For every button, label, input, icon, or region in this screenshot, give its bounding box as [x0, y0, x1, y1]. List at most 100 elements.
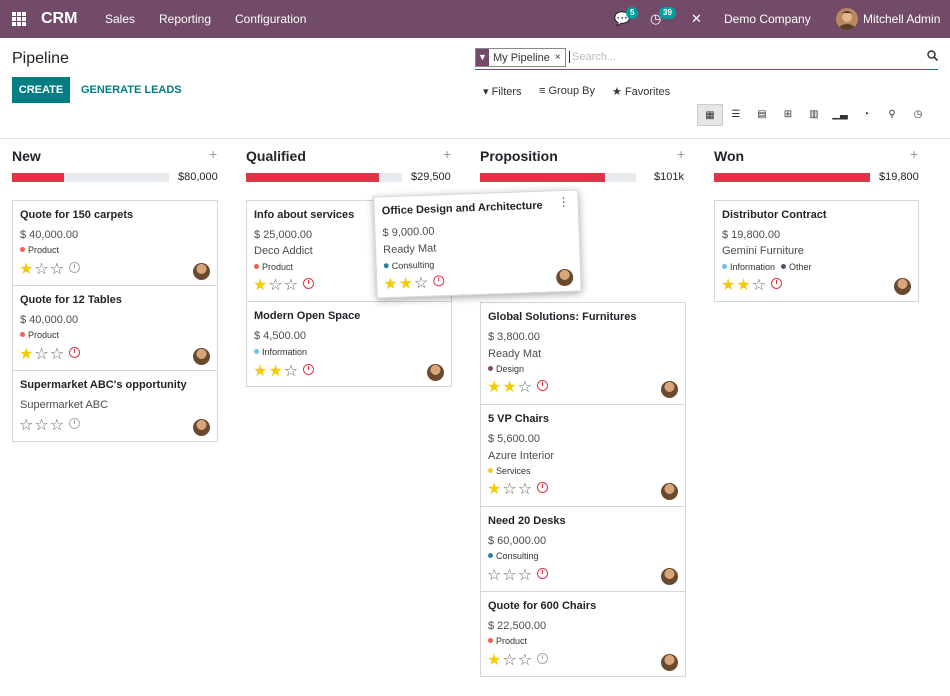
cohort-view-icon[interactable]: ▁▃ — [832, 109, 848, 120]
lead-card[interactable]: Global Solutions: Furnitures $ 3,800.00 … — [480, 302, 686, 405]
activity-view-icon[interactable]: ◷ — [913, 109, 923, 120]
dashboard-view-icon[interactable]: ◔ — [862, 109, 870, 120]
activity-clock-icon[interactable] — [771, 278, 783, 290]
lead-partner: Ready Mat — [488, 348, 542, 360]
activity-clock-icon[interactable] — [537, 568, 549, 580]
priority-stars[interactable]: ★☆☆ — [253, 278, 315, 294]
tag-color-dot — [254, 264, 259, 270]
lead-name: Quote for 150 carpets — [20, 209, 134, 221]
activity-clock-icon[interactable] — [537, 482, 549, 494]
priority-stars[interactable]: ★☆☆ — [487, 653, 549, 669]
activity-clock-icon[interactable]: ◷ — [650, 11, 662, 26]
column-title-new[interactable]: New — [12, 148, 41, 164]
tag: Consulting — [488, 551, 539, 561]
apps-menu-icon[interactable] — [12, 12, 26, 26]
lead-tags: Information — [254, 347, 307, 357]
lead-name: 5 VP Chairs — [488, 413, 549, 425]
facet-remove-icon[interactable]: × — [554, 52, 561, 63]
column-total: $80,000 — [178, 171, 218, 183]
lead-card-dragging[interactable]: ⋮ Office Design and Architecture $ 9,000… — [373, 189, 582, 299]
filters-dropdown[interactable]: ▾ Filters — [483, 85, 522, 98]
tag-label: Information — [730, 262, 776, 272]
add-card-icon[interactable]: + — [209, 146, 218, 162]
calendar-view-icon[interactable]: ▤ — [757, 109, 767, 120]
create-button[interactable]: CREATE — [12, 77, 70, 103]
lead-card[interactable]: Modern Open Space $ 4,500.00 Information… — [246, 301, 452, 387]
lead-card[interactable]: Quote for 12 Tables $ 40,000.00 Product … — [12, 285, 218, 371]
tag-label: Information — [262, 347, 308, 357]
column-progress-bar[interactable] — [12, 173, 169, 182]
lead-amount: $ 9,000.00 — [382, 225, 435, 240]
tag-label: Other — [789, 262, 812, 272]
priority-stars[interactable]: ★☆☆ — [19, 262, 81, 278]
column-progress-bar[interactable] — [714, 173, 870, 182]
lead-partner: Deco Addict — [254, 245, 313, 257]
priority-stars[interactable]: ★★☆ — [487, 380, 549, 396]
search-bar: ▼ My Pipeline × Search... — [475, 48, 939, 70]
lead-tags: Product — [488, 636, 527, 646]
generate-leads-button[interactable]: GENERATE LEADS — [81, 84, 182, 96]
menu-configuration[interactable]: Configuration — [235, 12, 307, 26]
column-progress-bar[interactable] — [480, 173, 636, 182]
priority-stars[interactable]: ★☆☆ — [487, 482, 549, 498]
salesperson-avatar — [193, 263, 210, 280]
priority-stars[interactable]: ★★☆ — [721, 278, 783, 294]
debug-tools-icon[interactable]: ✕ — [691, 11, 702, 26]
activity-clock-icon[interactable] — [303, 364, 315, 376]
salesperson-avatar — [894, 278, 911, 295]
lead-card[interactable]: Supermarket ABC's opportunity Supermarke… — [12, 370, 218, 442]
app-name[interactable]: CRM — [41, 10, 78, 27]
priority-stars[interactable]: ☆☆☆ — [487, 568, 549, 584]
add-card-icon[interactable]: + — [910, 146, 919, 162]
activity-clock-icon[interactable] — [537, 653, 549, 665]
lead-card[interactable]: 5 VP Chairs $ 5,600.00 Azure Interior Se… — [480, 404, 686, 507]
add-card-icon[interactable]: + — [677, 146, 686, 162]
lead-tags: Product — [254, 262, 293, 272]
favorites-label: Favorites — [624, 86, 671, 98]
column-title-proposition[interactable]: Proposition — [480, 148, 558, 164]
favorites-dropdown[interactable]: ★ Favorites — [612, 85, 670, 98]
map-view-icon[interactable]: ⚲ — [888, 109, 896, 120]
column-title-qualified[interactable]: Qualified — [246, 148, 306, 164]
lead-card[interactable]: Quote for 150 carpets $ 40,000.00 Produc… — [12, 200, 218, 286]
company-switcher[interactable]: Demo Company — [724, 12, 811, 26]
menu-reporting[interactable]: Reporting — [159, 12, 212, 26]
column-progress-bar[interactable] — [246, 173, 402, 182]
lead-amount: $ 40,000.00 — [20, 229, 79, 241]
priority-stars[interactable]: ☆☆☆ — [19, 418, 81, 434]
priority-stars[interactable]: ★★☆ — [253, 364, 315, 380]
user-avatar[interactable] — [836, 8, 858, 30]
lead-tags: Consulting — [488, 551, 539, 561]
activity-clock-icon[interactable] — [69, 418, 81, 430]
tag-color-dot — [254, 349, 259, 355]
pivot-view-icon[interactable]: ⊞ — [783, 109, 793, 120]
salesperson-avatar — [661, 483, 678, 500]
add-card-icon[interactable]: + — [443, 146, 452, 162]
priority-stars[interactable]: ★☆☆ — [19, 347, 81, 363]
graph-view-icon[interactable]: ▥ — [809, 109, 819, 120]
search-icon[interactable] — [927, 50, 939, 64]
user-name[interactable]: Mitchell Admin — [863, 12, 941, 26]
group-by-dropdown[interactable]: ≡ Group By — [539, 85, 595, 97]
tag-color-dot — [488, 553, 493, 559]
tag-color-dot — [488, 638, 493, 644]
activity-clock-icon[interactable] — [433, 275, 445, 287]
priority-stars[interactable]: ★★☆ — [383, 275, 445, 293]
activity-clock-icon[interactable] — [303, 278, 315, 290]
salesperson-avatar — [427, 364, 444, 381]
column-title-won[interactable]: Won — [714, 148, 745, 164]
lead-card[interactable]: Distributor Contract $ 19,800.00 Gemini … — [714, 200, 919, 302]
lead-card[interactable]: Quote for 600 Chairs $ 22,500.00 Product… — [480, 591, 686, 677]
lead-card[interactable]: Need 20 Desks $ 60,000.00 Consulting ☆☆☆ — [480, 506, 686, 592]
search-input[interactable]: Search... — [569, 51, 616, 63]
activity-clock-icon[interactable] — [537, 380, 549, 392]
list-view-icon[interactable]: ☰ — [731, 109, 741, 120]
lead-amount: $ 25,000.00 — [254, 229, 313, 241]
activity-clock-icon[interactable] — [69, 262, 81, 274]
menu-sales[interactable]: Sales — [105, 12, 136, 26]
kanban-view-icon[interactable]: ▦ — [697, 104, 723, 126]
lead-partner: Supermarket ABC — [20, 399, 109, 411]
activity-clock-icon[interactable] — [69, 347, 81, 359]
salesperson-avatar — [661, 381, 678, 398]
card-menu-icon[interactable]: ⋮ — [557, 194, 570, 210]
